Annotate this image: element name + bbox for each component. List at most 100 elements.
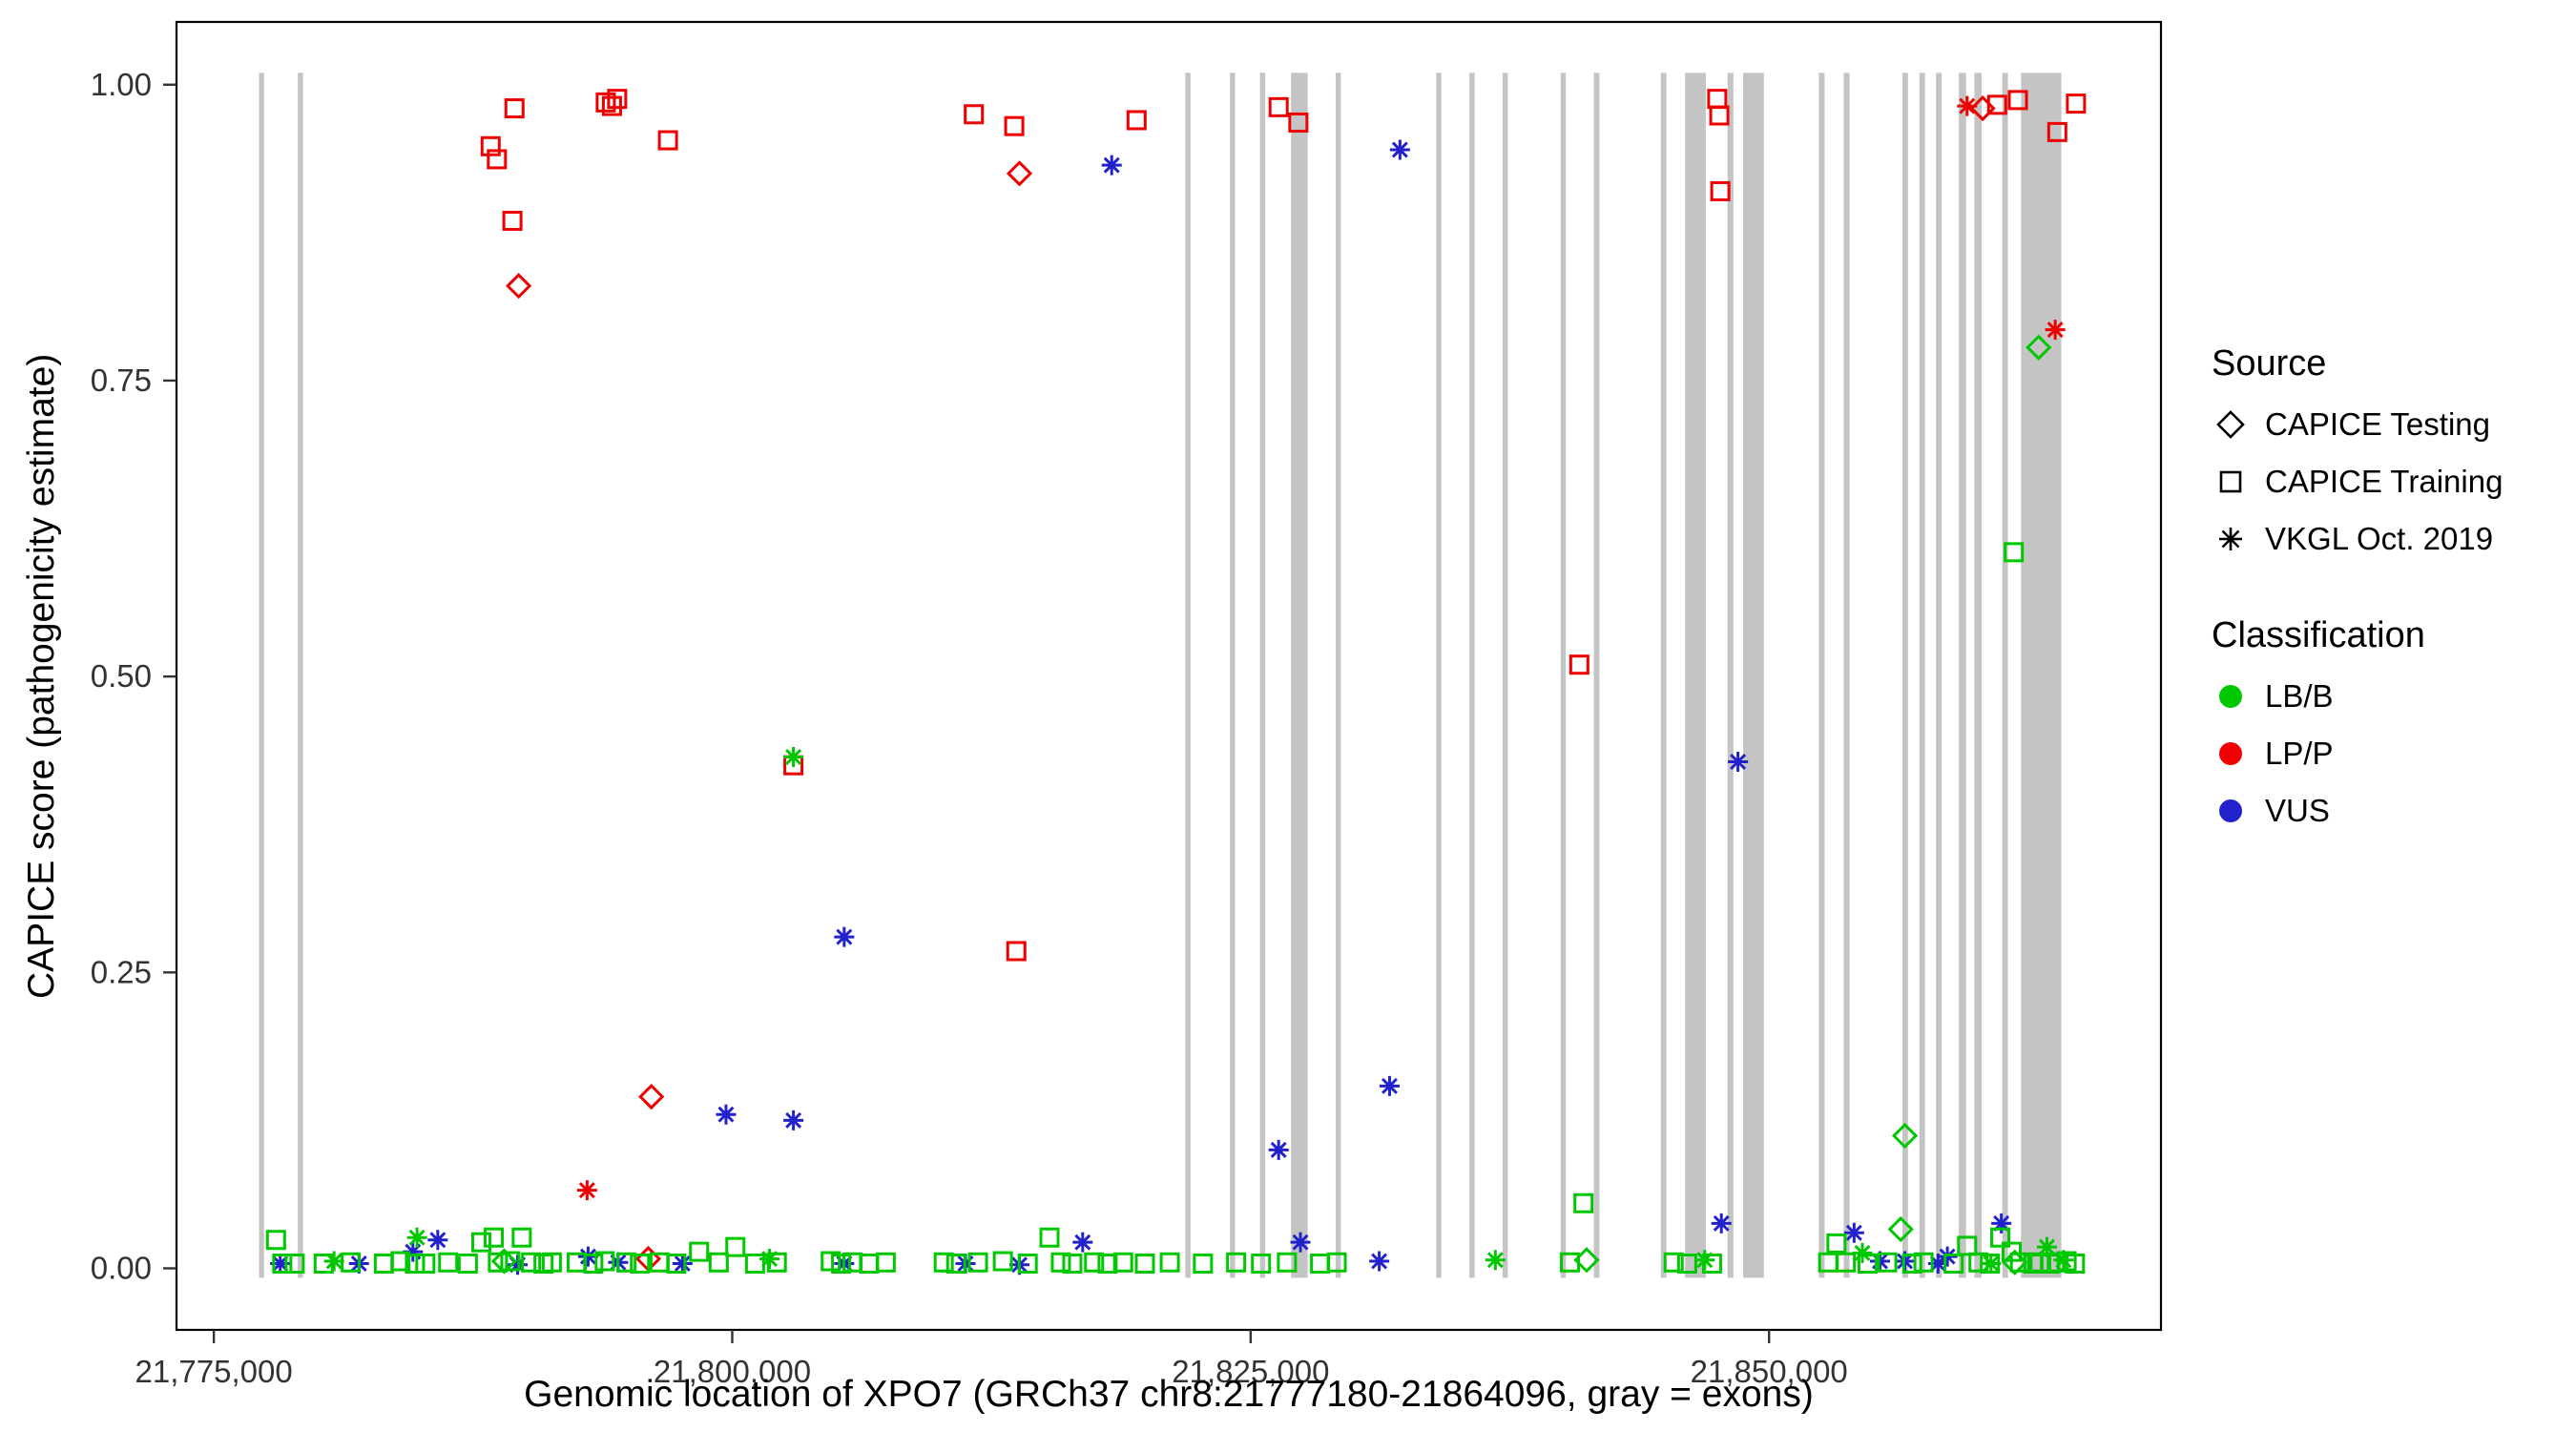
data-point-square (511, 1227, 532, 1248)
data-point-square (967, 1252, 988, 1273)
data-point-diamond (2025, 334, 2052, 361)
data-point-square (1943, 1254, 1964, 1275)
square-icon (2212, 463, 2250, 501)
exon-bar (1818, 73, 1825, 1278)
data-point-square (1226, 1252, 1247, 1273)
data-point-asterisk (1728, 751, 1749, 772)
data-point-square (1957, 1235, 1978, 1256)
diamond-icon (2212, 405, 2250, 444)
data-point-asterisk (427, 1230, 448, 1251)
exon-bar (1901, 73, 1908, 1278)
exon-bar (259, 73, 264, 1278)
x-axis-title: Genomic location of XPO7 (GRCh37 chr8:21… (524, 1374, 1814, 1415)
data-point-square (1676, 1254, 1697, 1275)
data-point-square (470, 1232, 491, 1253)
exon-bar (2021, 73, 2062, 1278)
legend-label: VKGL Oct. 2019 (2265, 521, 2494, 556)
y-tick-label: 0.25 (91, 954, 152, 989)
data-point-square (992, 1251, 1013, 1272)
data-point-asterisk (1957, 95, 1978, 116)
data-point-square (502, 210, 523, 231)
data-point-square (390, 1251, 411, 1272)
exon-bar (1919, 73, 1925, 1278)
data-point-square (1913, 1252, 1934, 1273)
y-tick-label: 0.00 (91, 1250, 152, 1285)
data-point-asterisk (1991, 1213, 2012, 1234)
exon-bar (1230, 73, 1236, 1278)
data-point-square (1560, 1252, 1581, 1273)
data-point-square (1062, 1254, 1083, 1275)
data-point-square (2004, 542, 2025, 563)
vus-dot-icon (2212, 792, 2250, 830)
data-point-square (2066, 93, 2087, 114)
panel-border (175, 20, 2163, 1332)
data-point-square (1004, 115, 1025, 136)
data-point-square (1990, 1227, 2011, 1248)
data-point-diamond (1887, 1215, 1914, 1243)
data-point-square (487, 149, 508, 170)
data-point-square (666, 1254, 687, 1275)
data-point-square (1968, 1252, 1989, 1273)
exon-bar (1660, 73, 1667, 1278)
data-point-square (405, 1254, 426, 1275)
data-point-asterisk (1852, 1242, 1873, 1263)
y-tick-label: 0.75 (91, 363, 152, 398)
data-point-square (457, 1254, 478, 1275)
data-point-asterisk (270, 1254, 291, 1275)
exon-bar (1727, 73, 1734, 1278)
lpp-dot-icon (2212, 735, 2250, 773)
data-point-asterisk (1072, 1232, 1093, 1253)
data-point-square (831, 1254, 852, 1275)
x-tick-label: 21,850,000 (1691, 1354, 1848, 1389)
data-point-square (265, 1230, 286, 1251)
data-point-square (1006, 941, 1027, 962)
exon-bar (1936, 73, 1942, 1278)
data-point-asterisk (1290, 1232, 1311, 1253)
data-point-square (1710, 180, 1731, 201)
data-point-asterisk (576, 1180, 597, 1201)
data-point-asterisk (1389, 139, 1410, 160)
data-point-asterisk (1843, 1222, 1864, 1243)
exon-bar (1469, 73, 1475, 1278)
x-tick-label: 21,800,000 (654, 1354, 811, 1389)
legend-label: LP/P (2265, 736, 2334, 771)
data-point-square (1039, 1227, 1060, 1248)
exon-bar (1743, 73, 1764, 1278)
classification-color-dot (2219, 685, 2242, 708)
data-point-square (1112, 1252, 1133, 1273)
data-point-asterisk (1101, 155, 1122, 176)
data-point-square (601, 95, 622, 116)
legend-source-section: Source CAPICE Testing CAPICE Training (2212, 343, 2565, 558)
data-point-square (725, 1236, 746, 1257)
exon-bar (1291, 73, 1308, 1278)
exon-bar (1436, 73, 1442, 1278)
data-point-square (1268, 96, 1289, 117)
data-point-square (583, 1254, 604, 1275)
data-point-diamond (505, 273, 532, 300)
data-point-square (595, 92, 616, 113)
data-point-square (1310, 1254, 1331, 1275)
data-point-square (1857, 1254, 1878, 1275)
data-point-asterisk (1937, 1246, 1958, 1267)
data-point-square (484, 1227, 505, 1248)
data-point-asterisk (1485, 1250, 1506, 1271)
data-point-asterisk (2053, 1250, 2074, 1271)
legend: Source CAPICE Testing CAPICE Training (2212, 343, 2565, 887)
data-point-square (1017, 1254, 1038, 1275)
y-axis-title: CAPICE score (pathogenicity estimate) (21, 353, 62, 999)
data-point-square (521, 1252, 542, 1273)
x-tick-label: 21,825,000 (1172, 1354, 1329, 1389)
legend-item-capice-training: CAPICE Training (2212, 463, 2565, 501)
data-point-square (859, 1254, 880, 1275)
exon-bar (298, 73, 303, 1278)
data-point-asterisk (1927, 1254, 1948, 1275)
data-point-square (933, 1252, 954, 1273)
x-tick-label: 21,775,000 (135, 1354, 293, 1389)
data-point-square (1159, 1252, 1180, 1273)
data-point-asterisk (1379, 1075, 1400, 1096)
data-point-square (1050, 1252, 1071, 1273)
legend-label: CAPICE Testing (2265, 406, 2490, 442)
data-point-square (2046, 121, 2067, 142)
data-point-square (373, 1254, 394, 1275)
